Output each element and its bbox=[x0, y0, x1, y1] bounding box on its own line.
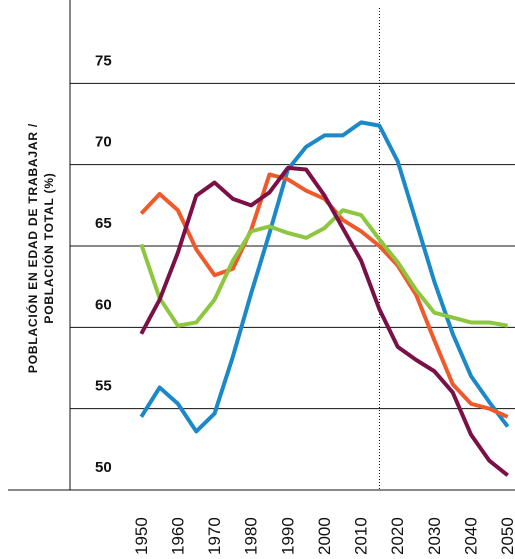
x-tick-label: 2030 bbox=[425, 517, 444, 555]
data-line bbox=[139, 165, 509, 477]
y-tick-label: 65 bbox=[95, 215, 112, 232]
x-tick-label: 2000 bbox=[315, 517, 334, 555]
x-tick-label: 1980 bbox=[242, 517, 261, 555]
x-tick-label: 2040 bbox=[462, 517, 481, 555]
y-axis-label: POBLACIÓN TOTAL (%) bbox=[41, 172, 56, 323]
y-tick-label: 60 bbox=[95, 296, 112, 313]
y-axis-label: POBLACIÓN EN EDAD DE TRABAJAR / bbox=[25, 123, 40, 373]
x-tick-label: 1970 bbox=[205, 517, 224, 555]
x-tick-label: 2010 bbox=[352, 517, 371, 555]
y-tick-label: 75 bbox=[95, 52, 112, 69]
x-tick-label: 1960 bbox=[168, 517, 187, 555]
data-line bbox=[139, 172, 509, 419]
data-line bbox=[139, 208, 509, 328]
x-tick-label: 2020 bbox=[388, 517, 407, 555]
x-tick-label: 2050 bbox=[498, 517, 515, 555]
x-tick-label: 1950 bbox=[132, 517, 151, 555]
y-tick-label: 50 bbox=[95, 459, 112, 476]
y-tick-label: 55 bbox=[95, 378, 112, 395]
x-tick-label: 1990 bbox=[278, 517, 297, 555]
y-tick-label: 70 bbox=[95, 134, 112, 151]
